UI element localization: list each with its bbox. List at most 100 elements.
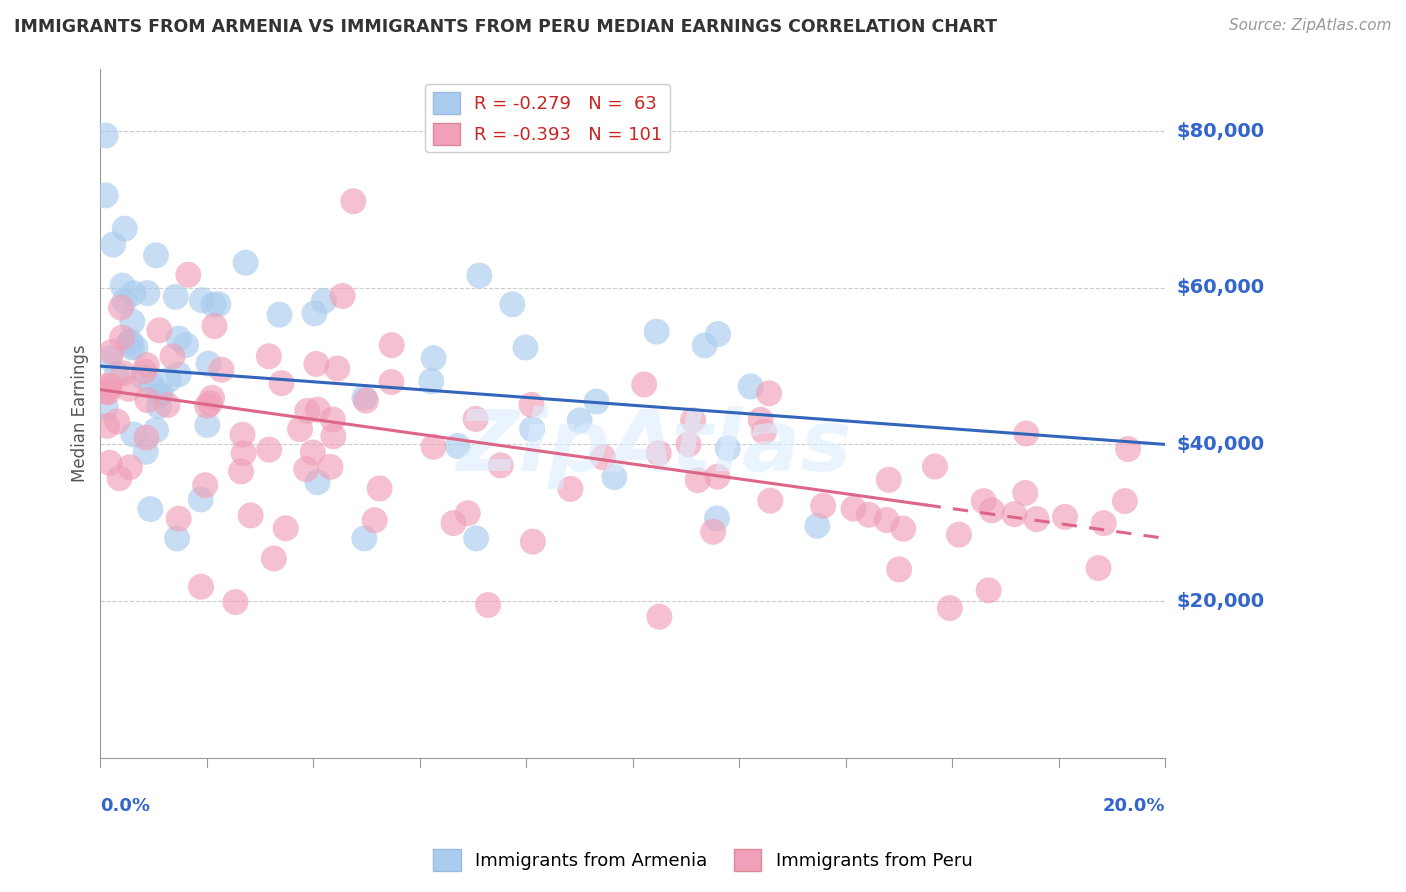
Point xyxy=(105,367,128,381)
Point xyxy=(232,446,254,460)
Point xyxy=(110,301,132,315)
Point xyxy=(166,532,188,546)
Point xyxy=(198,396,221,410)
Point xyxy=(97,385,120,400)
Point xyxy=(381,338,404,352)
Text: $80,000: $80,000 xyxy=(1177,121,1264,141)
Point xyxy=(190,492,212,507)
Point xyxy=(167,512,190,526)
Point xyxy=(135,358,157,372)
Point xyxy=(207,297,229,311)
Point xyxy=(353,532,375,546)
Point xyxy=(112,294,135,309)
Point xyxy=(1116,442,1139,456)
Point xyxy=(1053,509,1076,524)
Point xyxy=(648,609,671,624)
Point xyxy=(368,482,391,496)
Point xyxy=(195,417,218,432)
Point xyxy=(96,418,118,433)
Point xyxy=(122,286,145,301)
Point xyxy=(239,508,262,523)
Point xyxy=(101,344,124,359)
Point xyxy=(759,493,782,508)
Point xyxy=(229,464,252,478)
Point xyxy=(443,516,465,530)
Point xyxy=(332,289,354,303)
Point xyxy=(98,351,121,366)
Point xyxy=(939,601,962,615)
Point xyxy=(693,338,716,352)
Point xyxy=(468,268,491,283)
Point xyxy=(592,450,614,465)
Point xyxy=(477,598,499,612)
Point xyxy=(231,427,253,442)
Point xyxy=(1092,516,1115,531)
Point xyxy=(447,439,470,453)
Point xyxy=(811,499,834,513)
Point xyxy=(422,351,444,365)
Text: 20.0%: 20.0% xyxy=(1102,797,1166,814)
Point xyxy=(489,458,512,473)
Point xyxy=(204,319,226,334)
Point xyxy=(876,513,898,527)
Point xyxy=(1014,486,1036,500)
Point xyxy=(257,349,280,363)
Point xyxy=(678,437,700,451)
Point xyxy=(121,340,143,354)
Point xyxy=(148,399,170,413)
Point xyxy=(706,511,728,525)
Point xyxy=(135,431,157,445)
Text: $60,000: $60,000 xyxy=(1177,278,1264,297)
Point xyxy=(108,471,131,485)
Point xyxy=(422,440,444,454)
Point xyxy=(118,382,141,396)
Point xyxy=(973,494,995,508)
Point xyxy=(118,335,141,350)
Point xyxy=(111,331,134,345)
Point xyxy=(520,422,543,436)
Point xyxy=(686,473,709,487)
Point xyxy=(211,362,233,376)
Point xyxy=(288,422,311,436)
Point xyxy=(560,482,582,496)
Point xyxy=(120,334,142,349)
Point xyxy=(380,375,402,389)
Point xyxy=(112,366,135,380)
Point xyxy=(304,306,326,320)
Point xyxy=(342,194,364,209)
Text: 0.0%: 0.0% xyxy=(100,797,150,814)
Point xyxy=(326,361,349,376)
Point xyxy=(148,388,170,402)
Point xyxy=(257,442,280,457)
Point xyxy=(924,459,946,474)
Point xyxy=(322,429,344,443)
Point xyxy=(740,379,762,393)
Y-axis label: Median Earnings: Median Earnings xyxy=(72,344,89,482)
Point xyxy=(1002,507,1025,521)
Point xyxy=(269,308,291,322)
Point xyxy=(645,325,668,339)
Point xyxy=(682,413,704,427)
Point xyxy=(121,315,143,329)
Point xyxy=(157,373,180,387)
Point xyxy=(124,340,146,354)
Point xyxy=(165,290,187,304)
Text: $40,000: $40,000 xyxy=(1177,435,1264,454)
Point xyxy=(145,248,167,262)
Point xyxy=(702,524,724,539)
Point xyxy=(633,377,655,392)
Point xyxy=(312,293,335,308)
Point xyxy=(717,442,740,456)
Point xyxy=(977,583,1000,598)
Point xyxy=(307,475,329,490)
Point xyxy=(363,513,385,527)
Point xyxy=(948,527,970,541)
Point xyxy=(190,580,212,594)
Point xyxy=(319,459,342,474)
Point xyxy=(118,460,141,475)
Point xyxy=(522,534,544,549)
Point xyxy=(135,444,157,458)
Point xyxy=(162,350,184,364)
Text: Source: ZipAtlas.com: Source: ZipAtlas.com xyxy=(1229,18,1392,33)
Point xyxy=(647,446,669,460)
